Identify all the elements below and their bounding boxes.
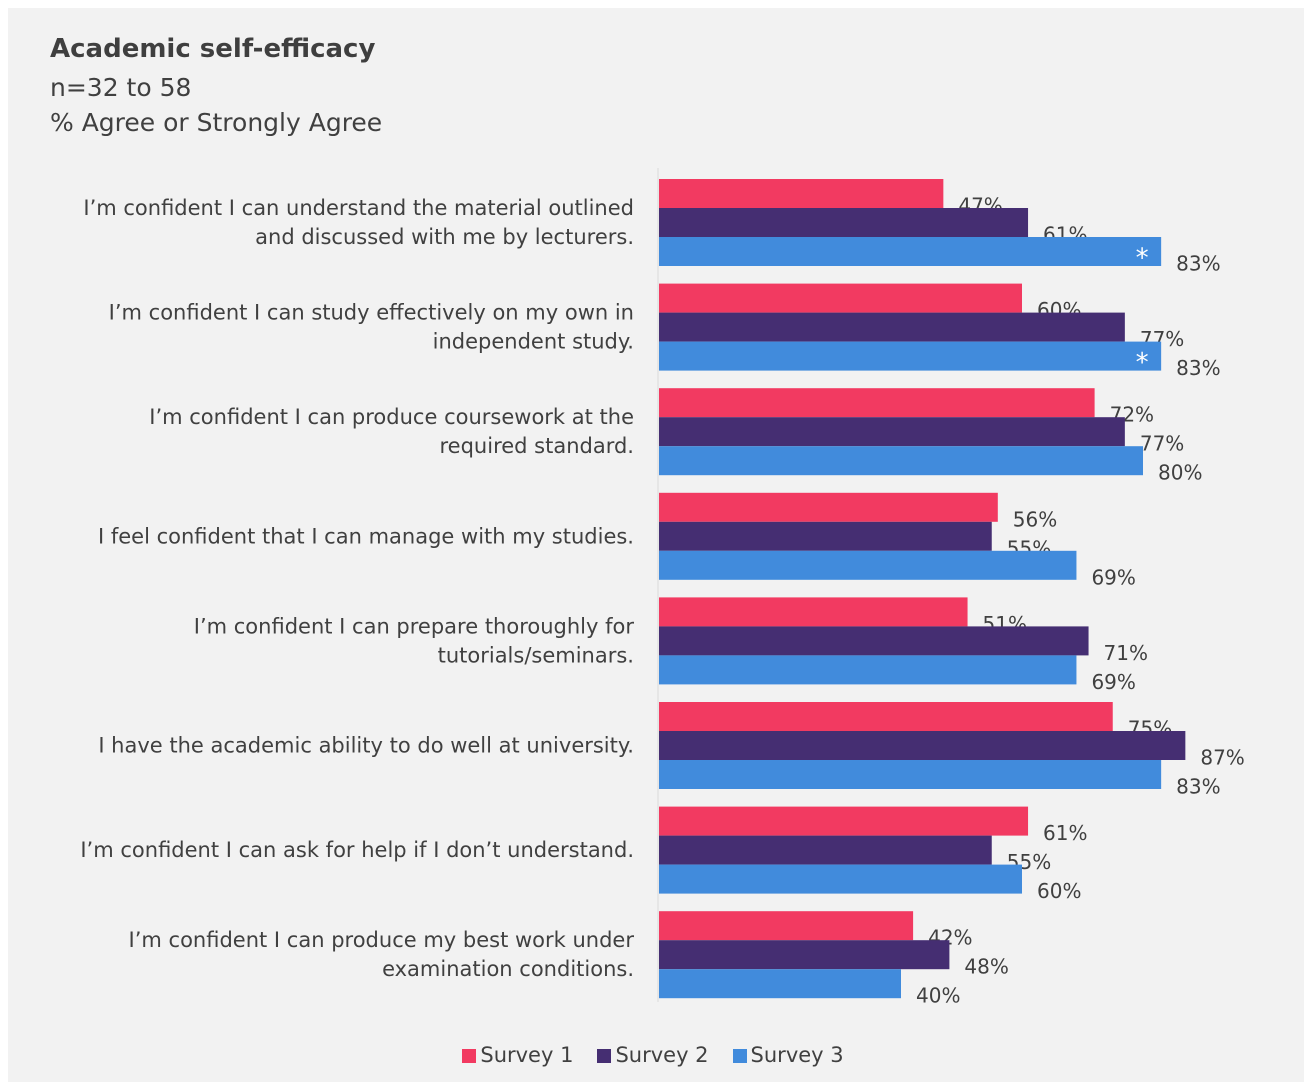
- category-label: required standard.: [440, 434, 635, 458]
- bar: [659, 835, 992, 865]
- data-label: 80%: [1158, 461, 1202, 485]
- bar: [659, 237, 1162, 266]
- bar: [659, 341, 1162, 371]
- bar: [659, 911, 914, 941]
- category-label: I have the academic ability to do well a…: [98, 734, 634, 758]
- category-label: I’m confident I can prepare thoroughly f…: [194, 614, 635, 638]
- legend-item: Survey 3: [732, 1043, 844, 1067]
- bar: [659, 940, 950, 970]
- category-label: I feel confident that I can manage with …: [98, 524, 634, 548]
- bar: [659, 702, 1113, 731]
- data-label: 69%: [1091, 670, 1135, 694]
- data-label: 71%: [1104, 641, 1148, 665]
- legend-label: Survey 3: [750, 1043, 844, 1067]
- data-label: 77%: [1140, 432, 1184, 456]
- category-label: I’m confident I can study effectively on…: [109, 301, 634, 325]
- bar: [659, 655, 1077, 685]
- legend: Survey 1 Survey 2 Survey 3: [0, 1043, 1306, 1067]
- bar: [659, 597, 968, 627]
- data-label: 48%: [964, 955, 1008, 979]
- category-label: I’m confident I can ask for help if I do…: [80, 838, 634, 862]
- data-label: 87%: [1200, 746, 1244, 770]
- bar: [659, 312, 1125, 342]
- bar: [659, 521, 992, 551]
- bar: [659, 208, 1029, 237]
- bar: [659, 864, 1022, 894]
- bar: [659, 446, 1143, 476]
- bar: [659, 492, 998, 522]
- legend-swatch: [597, 1049, 612, 1063]
- bar: [659, 550, 1077, 580]
- legend-item: Survey 2: [597, 1043, 709, 1067]
- category-label: I’m confident I can produce my best work…: [129, 928, 635, 952]
- category-label: and discussed with me by lecturers.: [255, 225, 634, 249]
- bar: [659, 388, 1095, 418]
- legend-item: Survey 1: [462, 1043, 573, 1067]
- legend-swatch: [462, 1049, 477, 1063]
- legend-label: Survey 2: [615, 1043, 709, 1067]
- chart-title: Academic self-efficacy: [50, 34, 376, 64]
- category-label: I’m confident I can understand the mater…: [83, 196, 634, 220]
- data-label: 69%: [1091, 565, 1135, 589]
- bar: [659, 969, 901, 999]
- legend-swatch: [732, 1049, 747, 1063]
- chart-subtitle: n=32 to 58: [50, 73, 192, 102]
- bar: [659, 626, 1089, 656]
- data-label: 60%: [1037, 879, 1081, 903]
- bar: [659, 731, 1186, 760]
- category-label: independent study.: [433, 330, 634, 354]
- data-label: 83%: [1176, 775, 1220, 799]
- bar: [659, 179, 944, 208]
- category-label: I’m confident I can produce coursework a…: [149, 405, 634, 429]
- significance-marker: *: [1136, 244, 1149, 274]
- bar: [659, 806, 1029, 836]
- data-label: 56%: [1013, 507, 1057, 531]
- chart-measure-label: % Agree or Strongly Agree: [50, 108, 383, 137]
- data-label: 83%: [1176, 252, 1220, 276]
- bar: [659, 283, 1022, 313]
- chart-panel: [8, 8, 1304, 1082]
- significance-marker: *: [1136, 348, 1149, 378]
- data-label: 40%: [916, 984, 960, 1008]
- category-label: examination conditions.: [382, 957, 634, 981]
- data-label: 83%: [1176, 356, 1220, 380]
- data-label: 61%: [1043, 821, 1087, 845]
- legend-label: Survey 1: [480, 1043, 574, 1067]
- category-label: tutorials/seminars.: [438, 643, 634, 667]
- bar: [659, 417, 1125, 447]
- bar: [659, 760, 1162, 789]
